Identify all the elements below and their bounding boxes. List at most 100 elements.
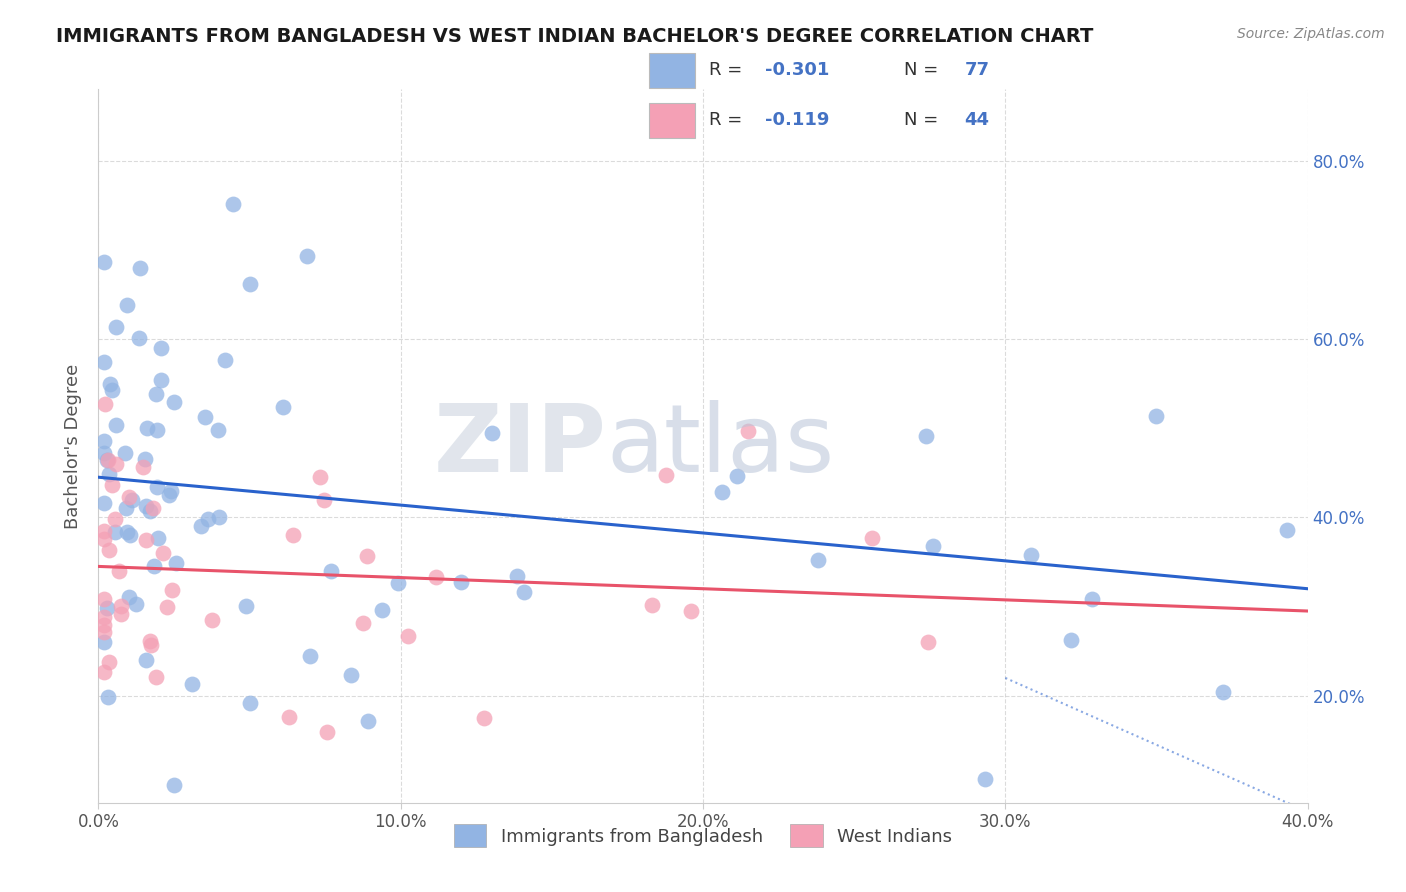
Point	[281, 528, 304, 542]
Point	[104, 320, 127, 334]
Point	[96, 453, 118, 467]
Point	[1080, 592, 1102, 607]
Point	[681, 604, 703, 618]
Point	[149, 373, 172, 387]
Point	[1277, 524, 1299, 538]
Point	[319, 565, 342, 579]
Point	[132, 460, 155, 475]
Point	[98, 655, 121, 669]
Point	[308, 469, 330, 483]
Point	[1212, 684, 1234, 698]
Point	[155, 599, 177, 614]
Point	[160, 483, 183, 498]
Point	[239, 696, 262, 710]
Point	[143, 559, 166, 574]
Point	[357, 714, 380, 728]
Point	[118, 490, 141, 504]
Point	[93, 495, 115, 509]
Point	[921, 539, 943, 553]
Point	[118, 528, 141, 542]
Point	[1019, 548, 1042, 562]
Point	[725, 469, 748, 483]
Point	[110, 607, 132, 621]
Point	[108, 564, 131, 578]
Point	[277, 710, 299, 724]
Point	[163, 778, 186, 792]
Point	[101, 478, 124, 492]
Point	[806, 553, 828, 567]
Point	[96, 600, 118, 615]
Point	[134, 451, 156, 466]
Point	[121, 493, 143, 508]
Point	[145, 669, 167, 683]
Point	[214, 353, 236, 368]
Point	[93, 635, 115, 649]
Y-axis label: Bachelor's Degree: Bachelor's Degree	[65, 363, 83, 529]
Point	[97, 467, 120, 482]
Point	[512, 585, 534, 599]
Point	[103, 525, 125, 540]
Text: 44: 44	[965, 112, 990, 129]
Point	[93, 618, 115, 632]
Point	[135, 499, 157, 513]
Point	[93, 434, 115, 448]
FancyBboxPatch shape	[650, 103, 696, 137]
Point	[655, 468, 678, 483]
Point	[115, 524, 138, 539]
Point	[917, 634, 939, 648]
Point	[128, 261, 150, 276]
Point	[314, 493, 336, 508]
Point	[316, 724, 339, 739]
Point	[146, 531, 169, 545]
Point	[221, 197, 243, 211]
Point	[371, 603, 394, 617]
Legend: Immigrants from Bangladesh, West Indians: Immigrants from Bangladesh, West Indians	[447, 817, 959, 855]
Point	[1060, 632, 1083, 647]
Point	[114, 446, 136, 460]
Point	[298, 648, 321, 663]
Point	[160, 582, 183, 597]
Point	[139, 639, 162, 653]
Point	[105, 418, 128, 433]
Point	[193, 410, 215, 425]
Point	[860, 531, 883, 545]
Text: ZIP: ZIP	[433, 400, 606, 492]
Point	[93, 532, 115, 546]
Point	[450, 575, 472, 590]
FancyBboxPatch shape	[650, 54, 696, 88]
Point	[125, 597, 148, 611]
Point	[271, 400, 294, 414]
Point	[915, 429, 938, 443]
Point	[94, 397, 117, 411]
Point	[93, 524, 115, 538]
Point	[93, 592, 115, 607]
Text: R =: R =	[710, 62, 748, 79]
Point	[101, 384, 124, 398]
Point	[139, 634, 162, 648]
Point	[104, 512, 127, 526]
Point	[208, 509, 231, 524]
Point	[425, 570, 447, 584]
Text: -0.119: -0.119	[765, 112, 830, 129]
Point	[93, 624, 115, 639]
Point	[115, 298, 138, 312]
Text: atlas: atlas	[606, 400, 835, 492]
Point	[152, 545, 174, 559]
Point	[135, 653, 157, 667]
Point	[190, 519, 212, 533]
Point	[200, 613, 222, 627]
Point	[180, 676, 202, 690]
Point	[145, 480, 167, 494]
Point	[128, 331, 150, 345]
Point	[974, 772, 997, 787]
Point	[138, 504, 160, 518]
Point	[97, 543, 120, 558]
Point	[295, 249, 318, 263]
Point	[141, 500, 163, 515]
Point	[93, 255, 115, 269]
Point	[481, 425, 503, 440]
Point	[97, 453, 120, 467]
Text: -0.301: -0.301	[765, 62, 830, 79]
Text: R =: R =	[710, 112, 748, 129]
Point	[146, 423, 169, 437]
